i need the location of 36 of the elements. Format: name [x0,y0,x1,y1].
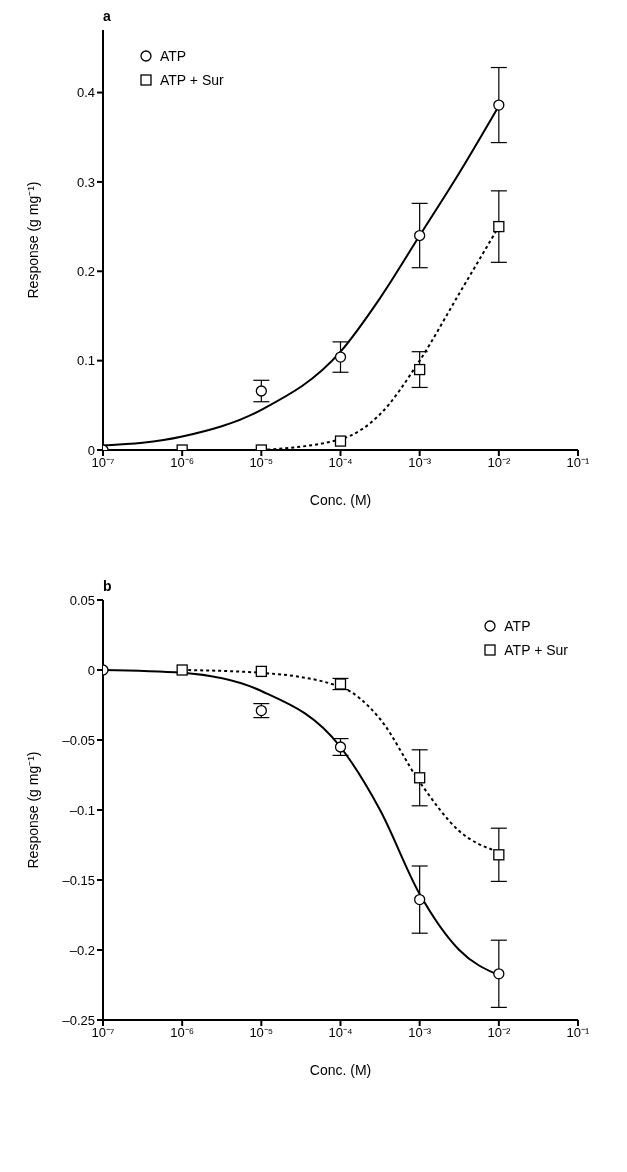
legend-label: ATP [504,618,531,634]
y-tick-label: 0.4 [76,85,95,101]
x-tick-label: 10⁻⁷ [91,455,115,471]
y-tick-label: 0.2 [76,263,95,279]
chart-title: a [103,8,111,24]
y-tick-label: 0 [87,662,95,678]
legend-label: ATP [160,48,187,64]
y-tick-label: 0.3 [76,174,95,190]
y-tick-label: 0 [87,442,95,458]
x-tick-label: 10⁻¹ [566,1025,591,1041]
y-tick-label: –0.15 [62,872,95,888]
x-tick-label: 10⁻³ [408,455,432,471]
x-axis-title: Conc. (M) [309,1062,372,1078]
x-axis-title: Conc. (M) [309,492,372,508]
y-tick-label: 0.05 [69,592,95,608]
x-tick-label: 10⁻⁷ [91,1025,115,1041]
y-tick-label: –0.2 [69,942,95,958]
x-tick-label: 10⁻⁶ [170,1025,195,1041]
y-axis-title: Response (g mg⁻¹) [24,181,41,299]
x-tick-label: 10⁻² [487,1025,511,1041]
x-tick-label: 10⁻² [487,455,511,471]
x-tick-label: 10⁻³ [408,1025,432,1041]
y-tick-label: –0.05 [62,732,95,748]
y-tick-label: –0.1 [69,802,95,818]
chart-title: b [103,578,112,594]
legend-label: ATP + Sur [504,642,568,658]
y-tick-label: –0.25 [62,1012,95,1028]
x-tick-label: 10⁻⁵ [249,455,274,471]
legend-label: ATP + Sur [160,72,224,88]
x-tick-label: 10⁻⁶ [170,455,195,471]
x-tick-label: 10⁻⁴ [328,1025,353,1041]
y-tick-label: 0.1 [76,353,95,369]
y-axis-title: Response (g mg⁻¹) [24,751,41,869]
x-tick-label: 10⁻⁴ [328,455,353,471]
x-tick-label: 10⁻¹ [566,455,591,471]
x-tick-label: 10⁻⁵ [249,1025,274,1041]
